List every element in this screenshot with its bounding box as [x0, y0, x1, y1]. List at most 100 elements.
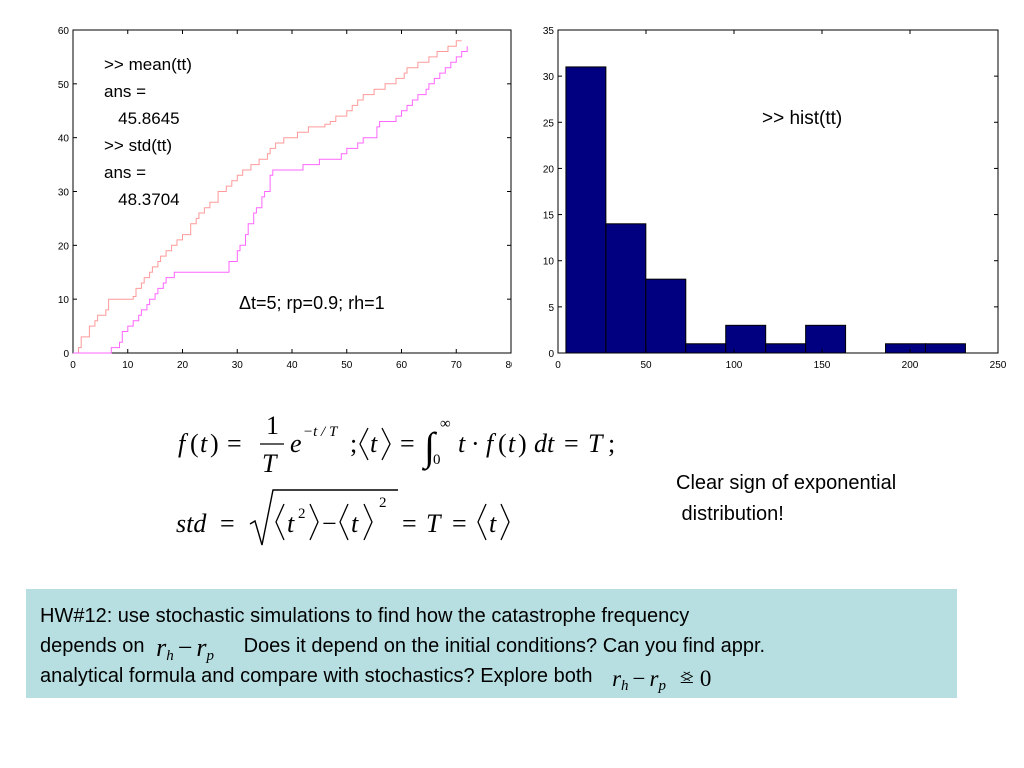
- homework-text-2a: depends on: [40, 635, 145, 657]
- angle-right-2: [309, 503, 319, 541]
- formula-equals-6: =: [452, 509, 467, 538]
- relation-symbol: ≤≥: [679, 666, 694, 688]
- right-x-tick-label: 0: [555, 360, 561, 371]
- histogram-bar: [924, 343, 966, 354]
- formula-semicolon-1: ;: [350, 429, 357, 458]
- left-x-tick-label: 20: [177, 360, 189, 371]
- right-x-tick-label: 50: [640, 360, 652, 371]
- formula-t-integrand-2: t: [508, 429, 516, 458]
- formula-T-std: T: [426, 509, 442, 538]
- formula-minus: −: [322, 509, 337, 538]
- histogram-bar: [685, 343, 727, 354]
- right-axis-ticks: 0 50 100 150 200 250 0 5 10 15 20 25 30 35: [543, 26, 1007, 371]
- formula-equals-3: =: [564, 429, 579, 458]
- histogram-bar: [885, 343, 926, 354]
- right-y-tick-label: 10: [543, 257, 555, 268]
- left-y-tick-label: 10: [58, 295, 70, 306]
- matlab-output-line-3: 45.8645: [104, 109, 180, 128]
- sqrt-sign: [249, 489, 398, 546]
- histogram-bar: [765, 343, 807, 354]
- formula-equals-1: =: [227, 429, 242, 458]
- right-y-tick-label: 30: [543, 72, 555, 83]
- conclusion-text: Clear sign of exponential distribution!: [676, 468, 896, 530]
- formula-one: 1: [266, 411, 279, 440]
- histogram-bar: [725, 324, 767, 354]
- left-x-tick-label: 70: [451, 360, 463, 371]
- integral-sign: ∫: [421, 424, 438, 471]
- left-x-tick-label: 80: [505, 360, 512, 371]
- formula-t: t: [200, 429, 208, 458]
- formula-exp-2b: 2: [379, 495, 387, 511]
- right-y-tick-label: 15: [543, 211, 555, 222]
- left-x-tick-label: 50: [341, 360, 353, 371]
- left-x-tick-label: 0: [70, 360, 76, 371]
- histogram-bar: [805, 324, 847, 354]
- left-x-tick-label: 60: [396, 360, 408, 371]
- histogram-bar: [565, 66, 607, 354]
- left-y-tick-label: 40: [58, 134, 70, 145]
- left-x-tick-label: 10: [122, 360, 134, 371]
- histogram-bar: [645, 278, 687, 354]
- homework-line-3: analytical formula and compare with stoc…: [40, 661, 943, 694]
- matlab-output-line-2: ans =: [104, 82, 146, 101]
- formula-t-integrand: t: [458, 429, 466, 458]
- formula-e: e: [290, 429, 302, 458]
- formula-equals-2: =: [400, 429, 415, 458]
- homework-text-3: analytical formula and compare with stoc…: [40, 665, 593, 687]
- formula-semicolon-2: ;: [608, 429, 615, 458]
- formula-paren-close: ): [210, 429, 219, 458]
- hist-command-annotation: >> hist(tt): [762, 108, 842, 129]
- rh-minus-rp-2: rh − rp ≤≥ 0: [612, 666, 712, 694]
- formula-equals-5: =: [402, 509, 417, 538]
- series-line-2: [73, 46, 468, 354]
- homework-line-2: depends on rh − rp Does it depend on the i…: [40, 631, 943, 664]
- right-y-tick-label: 35: [543, 26, 555, 37]
- formula-paren-close-2: ): [518, 429, 527, 458]
- left-y-tick-label: 20: [58, 241, 70, 252]
- right-x-tick-label: 200: [902, 360, 919, 371]
- parameter-annotation: Δt=5; rp=0.9; rh=1: [239, 293, 385, 313]
- formula-paren-open-2: (: [498, 429, 507, 458]
- right-y-tick-label: 20: [543, 164, 555, 175]
- homework-box: HW#12: use stochastic simulations to fin…: [26, 589, 957, 698]
- angle-right-3: [363, 503, 373, 541]
- series-line-1: [73, 40, 462, 354]
- left-y-tick-label: 50: [58, 80, 70, 91]
- left-series-lines: [73, 40, 468, 354]
- formula-f: f: [178, 429, 189, 458]
- formula-t-final: t: [489, 509, 497, 538]
- angle-right-1: [381, 427, 391, 461]
- matlab-output-line-4: >> std(tt): [104, 136, 172, 155]
- left-y-tick-label: 60: [58, 26, 70, 37]
- conclusion-line-2: distribution!: [676, 503, 784, 525]
- right-y-tick-label: 0: [548, 349, 554, 360]
- angle-left-2: [275, 503, 285, 541]
- angle-left-4: [477, 503, 487, 541]
- left-y-tick-label: 0: [63, 349, 69, 360]
- homework-line-1: HW#12: use stochastic simulations to fin…: [40, 601, 943, 631]
- formula-T-result: T: [588, 429, 604, 458]
- formula-t-mean: t: [351, 509, 359, 538]
- matlab-output-line-5: ans =: [104, 163, 146, 182]
- homework-text-2b: Does it depend on the initial conditions…: [243, 635, 766, 657]
- right-x-tick-label: 250: [990, 360, 1007, 371]
- formula-dot: ·: [471, 429, 480, 458]
- right-x-tick-label: 100: [726, 360, 743, 371]
- rh-minus-rp-1: rh − rp: [156, 633, 215, 664]
- right-y-tick-label: 25: [543, 118, 555, 129]
- right-x-tick-label: 150: [814, 360, 831, 371]
- formula-paren-open: (: [190, 429, 199, 458]
- formula-std: std: [176, 509, 207, 538]
- angle-left-3: [339, 503, 349, 541]
- left-y-tick-label: 30: [58, 188, 70, 199]
- formula-exp-2a: 2: [298, 506, 306, 522]
- matlab-output-line-6: 48.3704: [104, 190, 180, 209]
- waiting-time-chart: 0 10 20 30 40 50 60 70 80 0 10 20 30 40 50 60 >> mean(t…: [58, 26, 512, 371]
- angle-left-1: [359, 427, 369, 461]
- formula-equals-4: =: [220, 509, 235, 538]
- formula-t-avg: t: [370, 429, 378, 458]
- conclusion-line-1: Clear sign of exponential: [676, 472, 897, 494]
- left-x-tick-label: 30: [232, 360, 244, 371]
- histogram-bar: [605, 223, 647, 354]
- angle-right-4: [500, 503, 510, 541]
